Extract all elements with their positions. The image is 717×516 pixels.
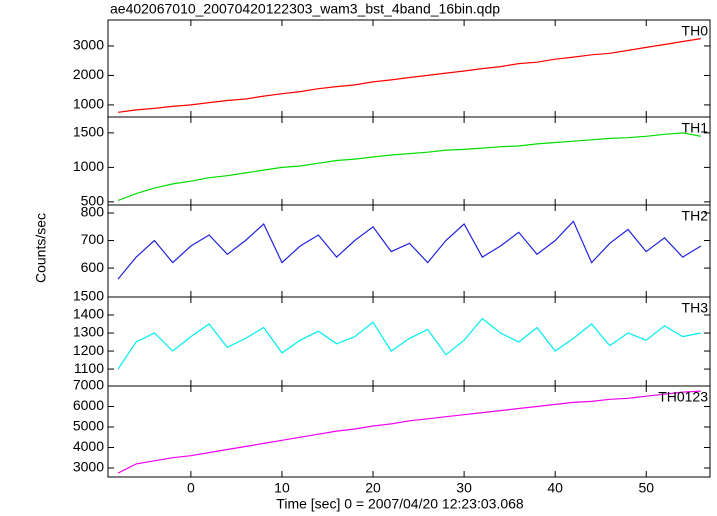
panel-label: TH2 [682,208,709,224]
plot-frame [107,296,711,387]
plot-frame [107,204,711,298]
y-tick-label: 800 [81,204,105,220]
y-tick-label: 1300 [73,324,104,340]
x-tick-label: 20 [365,480,381,496]
x-axis-label: Time [sec] 0 = 2007/04/20 12:23:03.068 [276,496,524,512]
y-tick-label: 700 [81,231,105,247]
x-tick-label: 40 [547,480,563,496]
x-tick-label: 0 [187,480,195,496]
y-tick-label: 1000 [73,96,104,112]
y-tick-label: 1500 [73,288,104,304]
y-tick-label: 600 [81,259,105,275]
x-tick-label: 10 [274,480,290,496]
y-axis-label: Counts/sec [33,213,49,283]
series-line [117,220,702,280]
y-tick-label: 3000 [73,37,104,53]
y-tick-label: 1200 [73,342,104,358]
series-line [117,317,702,370]
series-line [117,38,701,113]
plot-frame [107,19,711,118]
plot-frame [107,116,711,206]
panel-label: TH0123 [658,389,708,405]
x-tick-label: 50 [638,480,654,496]
series-line [117,132,702,202]
panel-label: TH3 [682,300,709,316]
y-tick-label: 4000 [73,438,104,454]
y-tick-label: 7000 [73,377,104,393]
y-tick-label: 1400 [73,306,104,322]
plot-frame [107,385,711,478]
panel-label: TH1 [682,120,709,136]
y-tick-label: 1100 [74,360,104,376]
y-tick-label: 5000 [73,418,104,434]
y-tick-label: 500 [81,193,105,209]
panel-label: TH0 [682,23,709,39]
y-tick-label: 3000 [73,459,104,475]
y-tick-label: 1500 [73,124,104,140]
y-tick-label: 1000 [73,158,104,174]
chart-title: ae402067010_20070420122303_wam3_bst_4ban… [110,1,500,17]
y-tick-label: 2000 [73,66,104,82]
x-tick-label: 30 [456,480,472,496]
y-tick-label: 6000 [73,397,104,413]
series-line [117,390,701,474]
